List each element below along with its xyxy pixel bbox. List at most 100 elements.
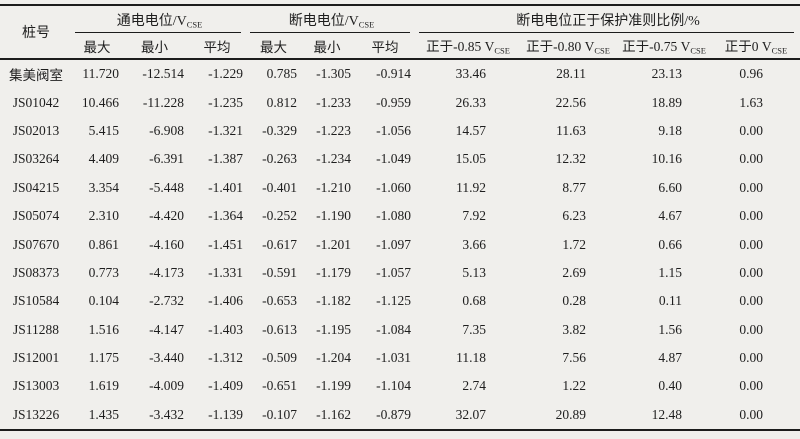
- value-cell: 1.15: [658, 264, 682, 280]
- value-cell: -3.440: [149, 350, 184, 366]
- cse-subscript: CSE: [186, 19, 203, 29]
- column-header-off-avg: 平均: [354, 33, 416, 60]
- column-group-off-potential: 断电电位/VCSE: [247, 5, 416, 33]
- value-cell: -0.401: [262, 179, 297, 195]
- value-cell: 11.18: [456, 350, 486, 366]
- column-header-ratio-080: 正于-0.80 VCSE: [520, 33, 616, 60]
- value-cell: 6.23: [562, 208, 586, 224]
- table-header: 桩号 通电电位/VCSE 断电电位/VCSE 断电电位正于保护准则比例/% 最大…: [0, 5, 800, 60]
- pile-id-cell: JS01042: [12, 94, 60, 110]
- value-cell: -4.009: [149, 378, 184, 394]
- pile-id-cell: JS13003: [12, 378, 60, 394]
- group-label: 断电电位/V: [288, 13, 359, 29]
- value-cell: -1.190: [316, 208, 351, 224]
- value-cell: 8.77: [562, 179, 586, 195]
- value-cell: 0.00: [739, 350, 763, 366]
- pile-id-cell: JS08373: [12, 264, 60, 280]
- header-sub-row: 最大 最小 平均 最大 最小 平均 正于-0.85 VCSE 正于-0.80 V…: [0, 33, 800, 60]
- value-cell: 28.11: [556, 66, 586, 82]
- value-cell: -1.387: [208, 151, 243, 167]
- value-cell: -6.391: [149, 151, 184, 167]
- value-cell: 4.87: [658, 350, 682, 366]
- value-cell: 12.48: [651, 406, 682, 422]
- value-cell: 26.33: [455, 94, 486, 110]
- value-cell: -1.229: [208, 66, 243, 82]
- value-cell: -1.223: [316, 122, 351, 138]
- value-cell: -1.312: [208, 350, 243, 366]
- column-header-off-min: 最小: [300, 33, 354, 60]
- value-cell: -1.204: [316, 350, 351, 366]
- value-cell: -4.147: [149, 321, 184, 337]
- value-cell: -1.210: [316, 179, 351, 195]
- cse-subscript: CSE: [594, 45, 610, 56]
- pile-id-cell: JS13226: [12, 406, 60, 422]
- table-body: 集美阀室 11.720 -12.514 -1.229 0.785 -1.305 -0.914…: [0, 59, 800, 430]
- value-cell: -0.329: [262, 122, 297, 138]
- column-group-on-potential: 通电电位/VCSE: [72, 5, 247, 33]
- value-cell: 7.35: [462, 321, 486, 337]
- value-cell: 5.415: [88, 122, 119, 138]
- ratio-label: 正于-0.80 V: [526, 39, 595, 55]
- value-cell: -11.228: [142, 94, 184, 110]
- value-cell: -0.879: [376, 406, 411, 422]
- ratio-label: 正于-0.85 V: [426, 39, 495, 55]
- value-cell: 0.11: [658, 293, 682, 309]
- value-cell: -1.321: [208, 122, 243, 138]
- value-cell: -1.409: [208, 378, 243, 394]
- table-row: JS01042 10.466 -11.228 -1.235 0.812 -1.233 -0.…: [0, 88, 800, 116]
- table-row: JS13003 1.619 -4.009 -1.409 -0.651 -1.199 -1.1…: [0, 372, 800, 400]
- group-label: 断电电位正于保护准则比例/%: [516, 13, 700, 29]
- pile-id-cell: JS03264: [12, 151, 60, 167]
- value-cell: -1.406: [208, 293, 243, 309]
- table-row: JS12001 1.175 -3.440 -1.312 -0.509 -1.204 -1.0…: [0, 344, 800, 372]
- value-cell: 12.32: [555, 151, 586, 167]
- value-cell: -0.651: [262, 378, 297, 394]
- pile-id-cell: JS07670: [12, 236, 60, 252]
- value-cell: -1.195: [316, 321, 351, 337]
- value-cell: 0.773: [88, 264, 119, 280]
- value-cell: 11.63: [556, 122, 586, 138]
- value-cell: 5.13: [462, 264, 486, 280]
- value-cell: 1.22: [562, 378, 586, 394]
- group-label: 通电电位/V: [116, 13, 187, 29]
- value-cell: -1.104: [376, 378, 411, 394]
- value-cell: 0.00: [739, 321, 763, 337]
- pile-id-cell: JS11288: [12, 321, 59, 337]
- value-cell: 0.861: [88, 236, 119, 252]
- value-cell: 1.56: [658, 321, 682, 337]
- table-row: JS02013 5.415 -6.908 -1.321 -0.329 -1.223 -1.0…: [0, 117, 800, 145]
- value-cell: 3.354: [88, 179, 119, 195]
- value-cell: 0.68: [462, 293, 486, 309]
- value-cell: -1.305: [316, 66, 351, 82]
- value-cell: -1.201: [316, 236, 351, 252]
- table-row: JS04215 3.354 -5.448 -1.401 -0.401 -1.210 -1.0…: [0, 174, 800, 202]
- value-cell: -0.914: [376, 66, 411, 82]
- value-cell: -1.084: [376, 321, 411, 337]
- pile-id-cell: JS10584: [12, 293, 60, 309]
- value-cell: 6.60: [658, 179, 682, 195]
- value-cell: 1.72: [562, 236, 586, 252]
- value-cell: -1.182: [316, 293, 351, 309]
- ratio-label: 正于-0.75 V: [622, 39, 691, 55]
- table-row: JS07670 0.861 -4.160 -1.451 -0.617 -1.201 -1.0…: [0, 230, 800, 258]
- value-cell: 0.00: [739, 378, 763, 394]
- value-cell: 0.00: [739, 151, 763, 167]
- table-row: JS10584 0.104 -2.732 -1.406 -0.653 -1.182 -1.1…: [0, 287, 800, 315]
- table-row: JS11288 1.516 -4.147 -1.403 -0.613 -1.195 -1.0…: [0, 316, 800, 344]
- value-cell: -12.514: [142, 66, 184, 82]
- value-cell: -1.331: [208, 264, 243, 280]
- table-row: JS08373 0.773 -4.173 -1.331 -0.591 -1.179 -1.0…: [0, 259, 800, 287]
- value-cell: -1.403: [208, 321, 243, 337]
- value-cell: -1.234: [316, 151, 351, 167]
- value-cell: 0.104: [88, 293, 119, 309]
- value-cell: 1.619: [88, 378, 119, 394]
- header-group-row: 桩号 通电电位/VCSE 断电电位/VCSE 断电电位正于保护准则比例/%: [0, 5, 800, 60]
- value-cell: -0.509: [262, 350, 297, 366]
- value-cell: 10.466: [81, 94, 119, 110]
- potential-statistics-table: 桩号 通电电位/VCSE 断电电位/VCSE 断电电位正于保护准则比例/% 最大…: [0, 4, 800, 432]
- column-header-ratio-0: 正于0 VCSE: [712, 33, 800, 60]
- value-cell: -0.263: [262, 151, 297, 167]
- column-header-ratio-075: 正于-0.75 VCSE: [616, 33, 712, 60]
- value-cell: 0.00: [739, 264, 763, 280]
